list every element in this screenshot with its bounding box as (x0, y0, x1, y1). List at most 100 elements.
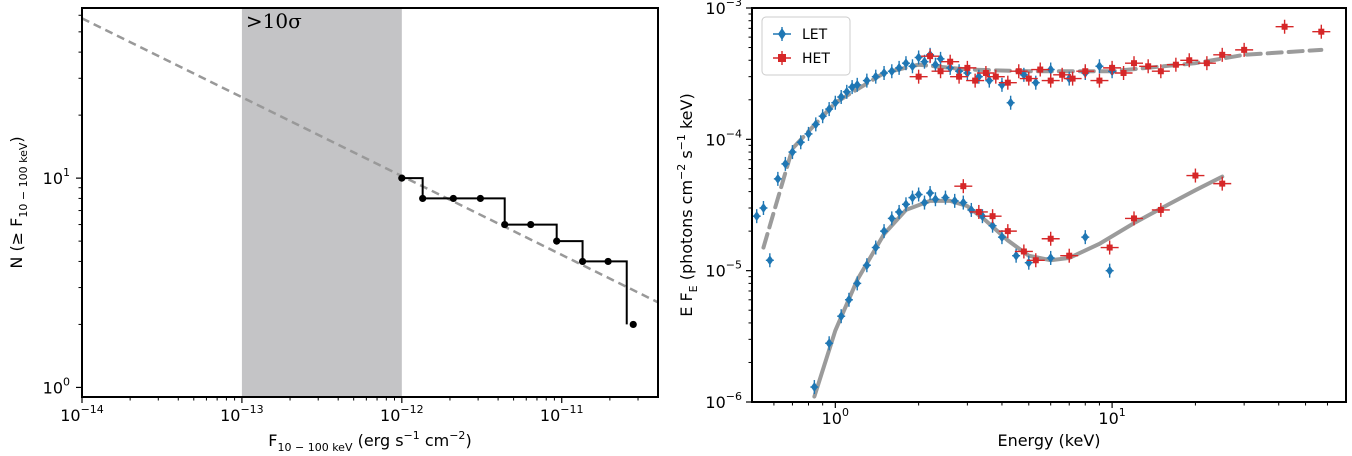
let-data-point (985, 73, 994, 88)
het-data-point (1180, 53, 1199, 68)
het-data-point (954, 179, 973, 194)
het-data-point (909, 69, 928, 84)
let-data-point (908, 59, 917, 74)
step-point (501, 220, 509, 229)
let-data-point (853, 276, 862, 291)
het-data-point (921, 49, 940, 64)
legend-label-let: LET (802, 27, 828, 43)
het-data-point (966, 73, 985, 88)
let-data-point (765, 253, 774, 268)
legend-marker-het (773, 51, 791, 65)
step-point (553, 237, 561, 245)
let-data-point (811, 117, 820, 132)
het-data-point (1114, 65, 1133, 80)
het-data-point (1125, 211, 1144, 226)
left-plot-frame (81, 7, 659, 398)
het-data-point (1009, 64, 1028, 79)
het-data-point (976, 65, 995, 80)
het-data-point (1197, 56, 1216, 71)
low-state-model-curve (812, 174, 1225, 399)
let-data-point (920, 54, 929, 69)
let-data-point (837, 309, 846, 324)
let-data-point (825, 336, 834, 351)
left-y-axis-label: N (≥ F10 − 100 keV) (7, 136, 30, 268)
let-data-point (950, 193, 959, 208)
right-x-tick-label: 101 (1098, 406, 1125, 428)
step-point (527, 220, 535, 229)
right-y-tick-label: 10−4 (705, 127, 742, 149)
let-data-point (1046, 250, 1055, 265)
let-data-point (1105, 263, 1114, 278)
het-data-point (1235, 42, 1254, 57)
let-data-point (887, 64, 896, 79)
het-data-point (1090, 73, 1109, 88)
het-data-point (969, 204, 988, 219)
let-data-point (997, 77, 1006, 92)
let-data-point (871, 240, 880, 255)
right-y-tick-label: 10−5 (705, 259, 742, 281)
let-data-point (759, 201, 768, 216)
het-data-point (1125, 56, 1144, 71)
left-chart: >10σ 10−14 10−13 10−12 10−11 100 101 F10 − 10… (7, 7, 659, 454)
left-series (81, 17, 659, 329)
het-data-point (1151, 64, 1170, 79)
het-data-point (941, 54, 960, 69)
legend: LET HET (761, 16, 851, 76)
let-data-point (853, 77, 862, 92)
het-data-point (950, 69, 969, 84)
het-data-point (1063, 71, 1082, 86)
let-data-point (773, 171, 782, 186)
het-data-point (1041, 231, 1060, 246)
significance-label: >10σ (246, 9, 302, 33)
het-data-point (1026, 253, 1045, 268)
right-series-clip (752, 19, 1331, 399)
left-x-tick-label: 10−12 (380, 403, 424, 425)
high-state-model-curve (761, 47, 1324, 250)
het-data-point (1053, 67, 1072, 82)
het-data-point (1014, 244, 1033, 259)
step-point (604, 257, 612, 266)
het-data-point (1100, 240, 1119, 255)
het-data-point (1213, 47, 1232, 62)
let-data-point (926, 186, 935, 201)
let-data-point (1031, 75, 1040, 90)
let-data-point (781, 156, 790, 171)
legend-marker-let (773, 27, 791, 41)
logN-logS-step-curve (401, 177, 628, 325)
let-data-point (901, 56, 910, 71)
let-data-point (895, 60, 904, 75)
let-data-point (837, 90, 846, 105)
let-data-point (914, 50, 923, 65)
het-data-point (1151, 202, 1170, 217)
let-data-point (1081, 230, 1090, 245)
het-data-point (1041, 73, 1060, 88)
let-data-point (842, 84, 851, 99)
let-data-point (862, 258, 871, 273)
let-data-point (901, 197, 910, 212)
right-x-axis-label: Energy (keV) (997, 431, 1100, 450)
step-point (476, 194, 484, 203)
power-law-dashed-line (81, 17, 659, 304)
let-data-point (804, 126, 813, 141)
het-data-point (1060, 248, 1079, 263)
significance-shaded-region (241, 8, 402, 397)
het-data-point (1103, 60, 1122, 75)
let-data-point (908, 190, 917, 205)
legend-label-het: HET (802, 51, 830, 67)
let-data-point (920, 195, 929, 210)
let-data-point (844, 292, 853, 307)
let-data-point (818, 109, 827, 124)
let-data-point (862, 73, 871, 88)
let-data-point (796, 135, 805, 150)
left-y-tick-label: 101 (43, 166, 70, 188)
let-data-point (914, 187, 923, 202)
let-data-point (931, 192, 940, 207)
let-data-point (887, 211, 896, 226)
step-point (629, 320, 637, 329)
left-ticks: 10−14 10−13 10−12 10−11 100 101 (43, 14, 639, 425)
let-data-point (880, 65, 889, 80)
let-data-point (997, 230, 1006, 245)
let-data-point (959, 195, 968, 210)
right-y-tick-label: 10−6 (705, 390, 742, 412)
